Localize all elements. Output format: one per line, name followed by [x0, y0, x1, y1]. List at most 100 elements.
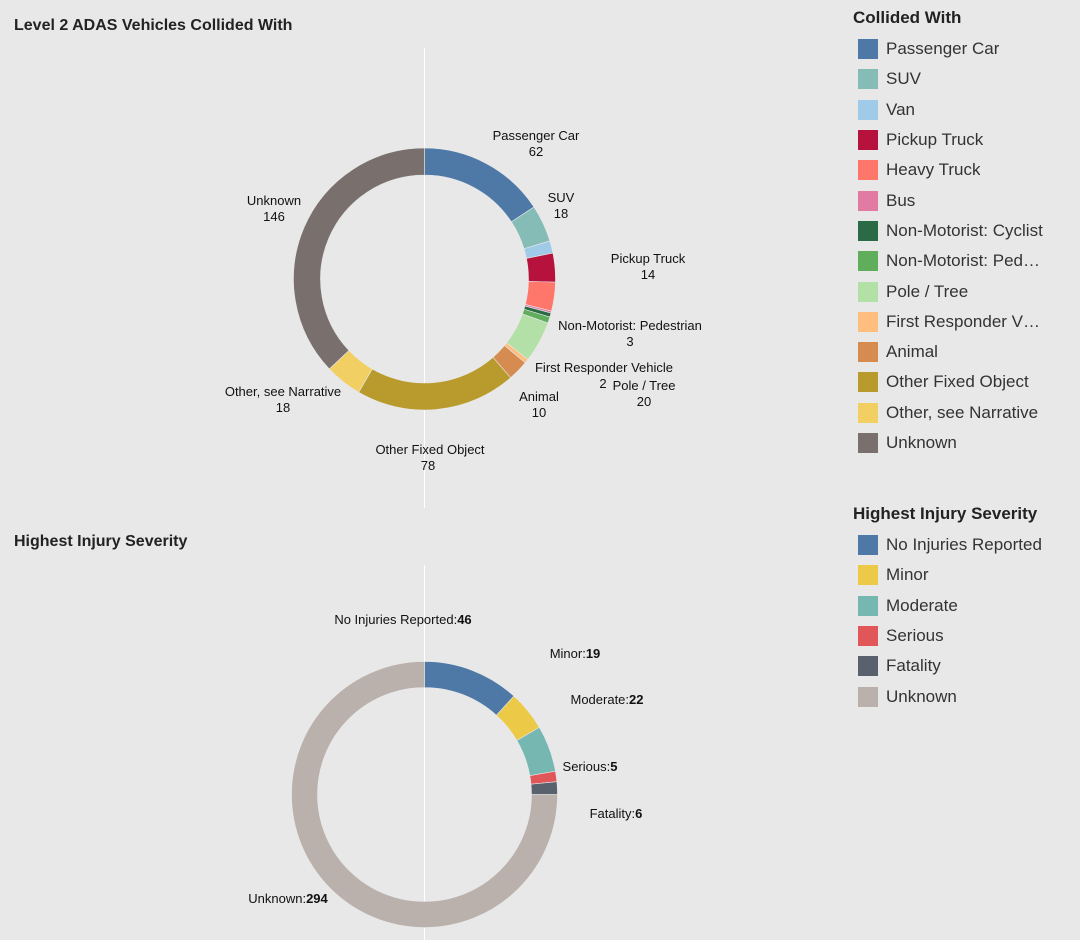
legend-label: Moderate — [886, 595, 958, 615]
label-animal: Animal — [519, 389, 559, 404]
label-serious-name: Serious — [563, 759, 608, 774]
label-passenger-car: Passenger Car — [493, 128, 580, 143]
label-pedestrian: Non-Motorist: Pedestrian — [558, 318, 702, 333]
label-minor-value: 19 — [586, 646, 600, 661]
legend-swatch — [858, 281, 878, 302]
legend-item-animal[interactable]: Animal — [853, 337, 1043, 367]
value-pole-tree: 20 — [637, 394, 651, 409]
label-fatality-name: Fatality — [590, 806, 632, 821]
legend-swatch — [858, 39, 878, 60]
label-fatality-value: 6 — [635, 806, 642, 821]
legend-item-other-see-narrative[interactable]: Other, see Narrative — [853, 398, 1043, 428]
slice-other-fixed-object[interactable] — [358, 356, 512, 411]
label-unknown-injury-name: Unknown — [248, 891, 302, 906]
slice-passenger-car[interactable] — [424, 147, 535, 223]
legend-label: Animal — [886, 342, 938, 362]
value-suv: 18 — [554, 206, 568, 221]
legend-label: Non-Motorist: Cyclist — [886, 220, 1043, 240]
value-pickup-truck: 14 — [641, 267, 655, 282]
slice-fatality[interactable] — [530, 781, 558, 795]
value-first-responder: 2 — [599, 376, 606, 391]
slice-unknown[interactable] — [291, 661, 558, 928]
legend-label: Unknown — [886, 686, 957, 706]
legend-label: Heavy Truck — [886, 160, 981, 180]
legend-item-passenger-car[interactable]: Passenger Car — [853, 34, 1043, 64]
value-other-fixed-object: 78 — [421, 458, 435, 473]
legend-item-fatality[interactable]: Fatality — [853, 651, 1042, 681]
legend-item-non-motorist-cyclist[interactable]: Non-Motorist: Cyclist — [853, 216, 1043, 246]
legend-swatch — [858, 626, 878, 647]
legend-label: Pole / Tree — [886, 281, 969, 301]
label-other-see-narrative: Other, see Narrative — [225, 384, 341, 399]
label-no-injuries-name: No Injuries Reported — [334, 612, 453, 627]
label-moderate-name: Moderate — [570, 692, 625, 707]
legend-item-minor[interactable]: Minor — [853, 560, 1042, 590]
legend-item-heavy-truck[interactable]: Heavy Truck — [853, 155, 1043, 185]
legend-item-pickup-truck[interactable]: Pickup Truck — [853, 125, 1043, 155]
donut-2-slices — [291, 661, 558, 928]
legend-label: Serious — [886, 626, 944, 646]
value-other-see-narrative: 18 — [276, 400, 290, 415]
legend-swatch — [858, 686, 878, 707]
label-serious-value: 5 — [610, 759, 617, 774]
legend-swatch — [858, 130, 878, 151]
legend-item-suv[interactable]: SUV — [853, 64, 1043, 94]
donut-1-slices — [293, 147, 556, 411]
legend-item-van[interactable]: Van — [853, 95, 1043, 125]
legend-swatch — [858, 160, 878, 181]
label-first-responder: First Responder Vehicle — [535, 360, 673, 375]
label-no-injuries: No Injuries Reported:46 — [334, 612, 471, 627]
legend-swatch — [858, 99, 878, 120]
legend-swatch — [858, 251, 878, 272]
label-suv: SUV — [548, 190, 575, 205]
label-serious: Serious:5 — [563, 759, 618, 774]
legend-swatch — [858, 220, 878, 241]
legend-item-moderate[interactable]: Moderate — [853, 591, 1042, 621]
legend-item-non-motorist-pedestrian[interactable]: Non-Motorist: Ped… — [853, 246, 1043, 276]
legend-title-injury-severity: Highest Injury Severity — [853, 504, 1038, 523]
legend-injury-severity: Highest Injury Severity No Injuries Repo… — [853, 504, 1042, 712]
label-pole-tree: Pole / Tree — [613, 378, 676, 393]
legend-item-other-fixed-object[interactable]: Other Fixed Object — [853, 367, 1043, 397]
legend-item-bus[interactable]: Bus — [853, 185, 1043, 215]
legend-label: Passenger Car — [886, 39, 1000, 59]
label-pickup-truck: Pickup Truck — [611, 251, 686, 266]
legend-swatch — [858, 190, 878, 211]
legend-label: Other Fixed Object — [886, 372, 1029, 392]
legend-label: Minor — [886, 565, 929, 585]
donut-2-labels: No Injuries Reported:46 Minor:19 Moderat… — [248, 612, 643, 906]
legend-swatch — [858, 565, 878, 586]
legend-2-items: No Injuries Reported Minor Moderate Serious… — [853, 530, 1042, 712]
value-unknown: 146 — [263, 209, 285, 224]
label-minor: Minor:19 — [550, 646, 601, 661]
legend-swatch — [858, 372, 878, 393]
legend-item-pole-tree[interactable]: Pole / Tree — [853, 276, 1043, 306]
legend-item-unknown[interactable]: Unknown — [853, 681, 1042, 711]
legend-item-no-injuries-reported[interactable]: No Injuries Reported — [853, 530, 1042, 560]
slice-no-injuries-reported[interactable] — [424, 661, 515, 716]
legend-swatch — [858, 311, 878, 332]
legend-label: No Injuries Reported — [886, 535, 1042, 555]
label-no-injuries-value: 46 — [457, 612, 471, 627]
chart-title-injury-severity: Highest Injury Severity — [14, 533, 188, 550]
legend-label: Van — [886, 99, 915, 119]
legend-swatch — [858, 656, 878, 677]
value-passenger-car: 62 — [529, 144, 543, 159]
label-moderate: Moderate:22 — [570, 692, 643, 707]
label-unknown-injury-value: 294 — [306, 891, 328, 906]
legend-item-first-responder-vehicle[interactable]: First Responder V… — [853, 307, 1043, 337]
label-unknown-injury: Unknown:294 — [248, 891, 328, 906]
legend-item-unknown[interactable]: Unknown — [853, 428, 1043, 458]
slice-unknown[interactable] — [293, 147, 425, 370]
legend-1-items: Passenger Car SUV Van Pickup Truck Heavy Tru… — [853, 34, 1043, 458]
legend-label: Unknown — [886, 433, 957, 452]
legend-label: Pickup Truck — [886, 130, 984, 150]
legend-swatch — [858, 433, 878, 453]
legend-swatch — [858, 535, 878, 556]
legend-item-serious[interactable]: Serious — [853, 621, 1042, 651]
legend-swatch — [858, 402, 878, 423]
legend-collided-with: Collided With Passenger Car SUV Van Pickup … — [853, 8, 1043, 458]
slice-pickup-truck[interactable] — [526, 252, 556, 283]
legend-title-collided-with: Collided With — [853, 8, 962, 27]
